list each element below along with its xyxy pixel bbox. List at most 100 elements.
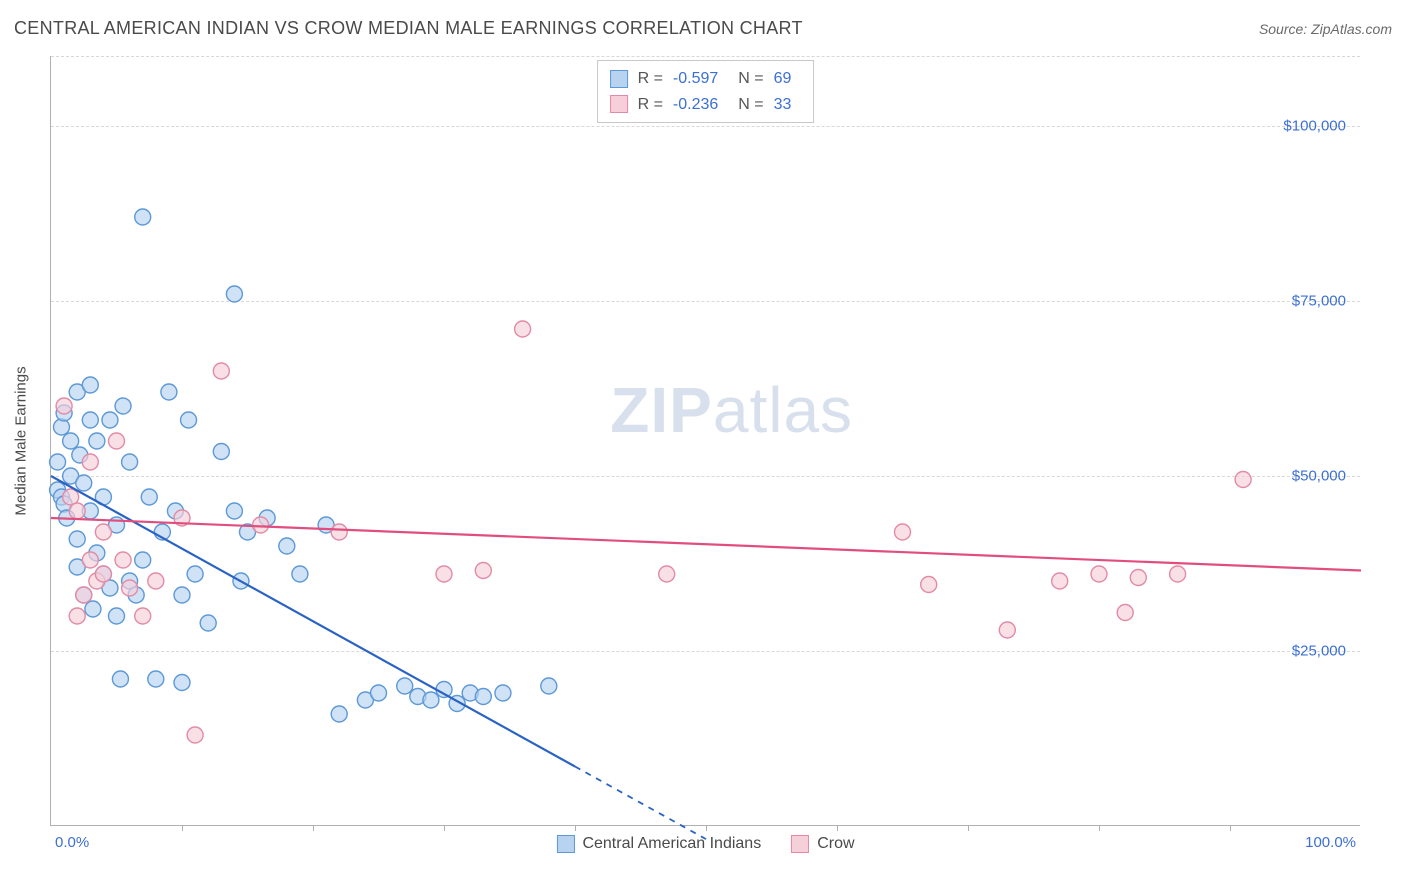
stats-box: R =-0.597N =69R =-0.236N =33 xyxy=(597,60,815,123)
scatter-point-cai xyxy=(53,419,69,435)
scatter-point-crow xyxy=(69,608,85,624)
x-tick xyxy=(313,825,314,831)
chart-source: Source: ZipAtlas.com xyxy=(1259,21,1392,37)
scatter-point-crow xyxy=(148,573,164,589)
regression-dash-cai xyxy=(575,767,706,840)
scatter-point-cai xyxy=(181,412,197,428)
scatter-point-cai xyxy=(187,566,203,582)
regression-line-cai xyxy=(51,476,575,767)
scatter-point-crow xyxy=(122,580,138,596)
scatter-point-crow xyxy=(135,608,151,624)
scatter-point-cai xyxy=(331,706,347,722)
scatter-point-crow xyxy=(515,321,531,337)
scatter-point-crow xyxy=(95,524,111,540)
scatter-point-cai xyxy=(423,692,439,708)
scatter-point-crow xyxy=(253,517,269,533)
scatter-point-cai xyxy=(135,209,151,225)
stat-r-value: -0.597 xyxy=(673,66,718,92)
stat-n-label: N = xyxy=(738,66,763,92)
scatter-point-crow xyxy=(76,587,92,603)
scatter-point-crow xyxy=(1130,570,1146,586)
scatter-point-crow xyxy=(1091,566,1107,582)
stats-row-crow: R =-0.236N =33 xyxy=(610,92,802,118)
scatter-point-crow xyxy=(1235,472,1251,488)
scatter-point-cai xyxy=(135,552,151,568)
stat-r-label: R = xyxy=(638,66,663,92)
scatter-point-cai xyxy=(541,678,557,694)
source-label: Source: xyxy=(1259,21,1307,37)
scatter-point-cai xyxy=(226,286,242,302)
x-tick xyxy=(575,825,576,831)
scatter-point-cai xyxy=(397,678,413,694)
legend-item-cai: Central American Indians xyxy=(556,835,761,853)
stat-n-value: 69 xyxy=(774,66,792,92)
scatter-point-cai xyxy=(371,685,387,701)
scatter-point-cai xyxy=(102,412,118,428)
scatter-point-cai xyxy=(89,433,105,449)
scatter-point-cai xyxy=(213,444,229,460)
x-tick xyxy=(837,825,838,831)
scatter-point-crow xyxy=(475,563,491,579)
scatter-point-cai xyxy=(292,566,308,582)
scatter-point-cai xyxy=(475,689,491,705)
legend-label: Central American Indians xyxy=(582,835,761,853)
legend: Central American Indians Crow xyxy=(556,835,854,853)
scatter-point-cai xyxy=(161,384,177,400)
scatter-point-crow xyxy=(331,524,347,540)
chart-title: CENTRAL AMERICAN INDIAN VS CROW MEDIAN M… xyxy=(14,18,803,39)
chart-container: CENTRAL AMERICAN INDIAN VS CROW MEDIAN M… xyxy=(0,0,1406,892)
scatter-point-cai xyxy=(141,489,157,505)
scatter-point-cai xyxy=(76,475,92,491)
x-axis-right-label: 100.0% xyxy=(1305,834,1356,851)
legend-item-crow: Crow xyxy=(791,835,854,853)
chart-svg xyxy=(51,56,1360,825)
plot-area: ZIPatlas Median Male Earnings $25,000$50… xyxy=(50,56,1360,826)
stats-row-cai: R = -0.597 N = 69 xyxy=(610,66,802,92)
scatter-point-cai xyxy=(115,398,131,414)
source-value: ZipAtlas.com xyxy=(1311,21,1392,37)
stat-n-label: N = xyxy=(738,92,763,118)
scatter-point-cai xyxy=(85,601,101,617)
scatter-point-cai xyxy=(109,608,125,624)
scatter-point-cai xyxy=(63,433,79,449)
scatter-point-crow xyxy=(213,363,229,379)
scatter-point-crow xyxy=(115,552,131,568)
stat-n-value: 33 xyxy=(774,92,792,118)
x-tick xyxy=(1099,825,1100,831)
scatter-point-crow xyxy=(56,398,72,414)
scatter-point-cai xyxy=(82,412,98,428)
x-tick xyxy=(968,825,969,831)
scatter-point-cai xyxy=(82,377,98,393)
x-axis-left-label: 0.0% xyxy=(55,834,89,851)
scatter-point-crow xyxy=(895,524,911,540)
scatter-point-cai xyxy=(226,503,242,519)
x-tick xyxy=(182,825,183,831)
scatter-point-cai xyxy=(279,538,295,554)
scatter-point-crow xyxy=(1170,566,1186,582)
scatter-point-cai xyxy=(122,454,138,470)
scatter-point-crow xyxy=(659,566,675,582)
scatter-point-crow xyxy=(436,566,452,582)
scatter-point-crow xyxy=(82,552,98,568)
x-tick xyxy=(1230,825,1231,831)
legend-swatch xyxy=(610,95,628,113)
scatter-point-cai xyxy=(495,685,511,701)
scatter-point-cai xyxy=(50,454,66,470)
scatter-point-crow xyxy=(95,566,111,582)
scatter-point-crow xyxy=(82,454,98,470)
scatter-point-crow xyxy=(109,433,125,449)
legend-swatch xyxy=(556,835,574,853)
scatter-point-cai xyxy=(174,587,190,603)
scatter-point-crow xyxy=(1117,605,1133,621)
scatter-point-cai xyxy=(69,531,85,547)
x-tick xyxy=(444,825,445,831)
scatter-point-cai xyxy=(148,671,164,687)
scatter-point-cai xyxy=(112,671,128,687)
legend-swatch xyxy=(791,835,809,853)
chart-header: CENTRAL AMERICAN INDIAN VS CROW MEDIAN M… xyxy=(14,18,1392,39)
scatter-point-cai xyxy=(174,675,190,691)
scatter-point-cai xyxy=(200,615,216,631)
y-axis-title: Median Male Earnings xyxy=(13,366,30,515)
scatter-point-crow xyxy=(921,577,937,593)
scatter-point-crow xyxy=(999,622,1015,638)
